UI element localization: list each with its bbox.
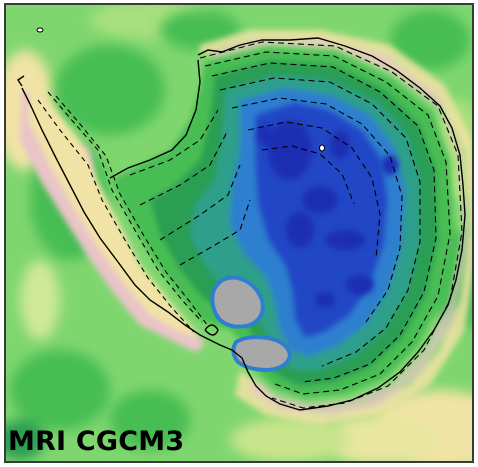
ronne-ice-shelf bbox=[231, 335, 293, 373]
contour-lines bbox=[37, 41, 463, 409]
model-label: MRI CGCM3 bbox=[8, 426, 185, 457]
ice-shelves bbox=[210, 275, 293, 373]
coastline bbox=[17, 37, 466, 411]
islands bbox=[36, 27, 325, 152]
deep-blue-cores bbox=[257, 120, 398, 308]
coastal-band bbox=[20, 30, 473, 425]
map-frame bbox=[4, 3, 474, 463]
ross-ice-shelf bbox=[210, 275, 265, 329]
